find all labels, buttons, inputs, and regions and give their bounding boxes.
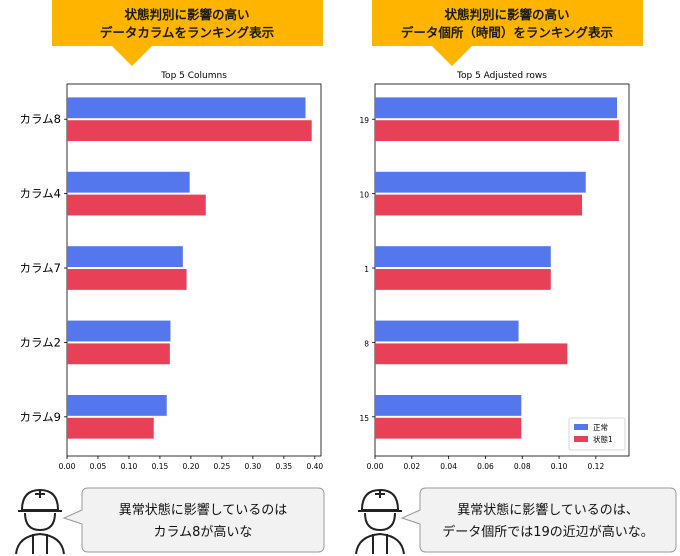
x-tick-label: 0.06	[477, 462, 494, 471]
callout-right: 状態判別に影響の高い データ個所（時間）をランキング表示	[372, 0, 643, 66]
category-label: 1	[364, 265, 369, 274]
bar-normal	[375, 320, 519, 342]
bar-abnormal	[67, 417, 154, 439]
chart-top5-columns: Top 5 Columns 0.00 0.05 0.10 0.15 0.20 0.25 0.3…	[20, 71, 324, 471]
bar-abnormal	[375, 120, 619, 142]
bar-abnormal	[375, 417, 522, 439]
bubble-left-line1: 異常状態に影響しているのは	[119, 502, 288, 518]
x-tick-label: 0.30	[245, 462, 262, 471]
bar-normal	[67, 246, 183, 268]
x-tick-label: 0.15	[152, 462, 169, 471]
callout-left-line2: データカラムをランキング表示	[100, 25, 275, 40]
speech-bubble	[400, 487, 677, 553]
x-tick-label: 0.12	[588, 462, 605, 471]
category-label: 10	[359, 191, 369, 200]
bar-abnormal	[67, 343, 170, 365]
category-label: カラム9	[20, 410, 61, 424]
bar-normal	[67, 171, 190, 193]
bar-normal	[67, 97, 306, 119]
bar-abnormal	[375, 194, 583, 216]
bubble-right-line1: 異常状態に影響しているのは、	[457, 502, 639, 518]
category-label: カラム8	[20, 112, 61, 126]
worker-icon	[355, 488, 405, 555]
x-tick-label: 0.00	[367, 462, 384, 471]
x-tick-label: 0.40	[306, 462, 323, 471]
bar-normal	[67, 320, 171, 342]
x-tick-label: 0.10	[551, 462, 568, 471]
bubble-left-line2: カラム8が高いな	[154, 524, 253, 540]
x-tick-label: 0.02	[403, 462, 420, 471]
callout-right-line2: データ個所（時間）をランキング表示	[401, 25, 614, 40]
legend-label: 正常	[593, 423, 608, 432]
category-label: カラム7	[20, 261, 61, 275]
bar-normal	[67, 394, 167, 416]
x-tick-label: 0.04	[440, 462, 457, 471]
x-tick-label: 0.25	[214, 462, 231, 471]
callout-left-line1: 状態判別に影響の高い	[124, 7, 249, 22]
bar-abnormal	[375, 269, 551, 290]
category-label: カラム2	[20, 335, 61, 349]
bar-abnormal	[67, 120, 312, 142]
bubble-area-left: 異常状態に影響しているのは カラム8が高いな	[15, 487, 325, 555]
worker-icon	[15, 488, 65, 555]
bar-normal	[375, 246, 551, 268]
legend-swatch	[574, 436, 588, 442]
bubble-right-line2: データ個所では19の近辺が高いな。	[442, 524, 654, 540]
x-tick-label: 0.00	[59, 462, 76, 471]
x-tick-label: 0.08	[514, 462, 531, 471]
bar-normal	[375, 97, 618, 119]
bar-normal	[375, 171, 586, 193]
bar-abnormal	[375, 343, 568, 365]
callout-shape	[372, 0, 643, 66]
callout-right-line1: 状態判別に影響の高い	[444, 7, 569, 22]
category-label: カラム4	[20, 187, 61, 201]
callout-shape	[52, 0, 323, 66]
speech-bubble	[62, 487, 325, 553]
bubble-area-right: 異常状態に影響しているのは、 データ個所では19の近辺が高いな。	[355, 487, 677, 555]
chart-top5-adjusted-rows: Top 5 Adjusted rows 0.00 0.02 0.04 0.06 0.08 0…	[359, 71, 630, 471]
category-label: 8	[364, 339, 369, 348]
x-tick-label: 0.10	[121, 462, 138, 471]
bar-abnormal	[67, 194, 206, 216]
bar-normal	[375, 394, 522, 416]
category-label: 19	[359, 116, 369, 125]
chart-title: Top 5 Adjusted rows	[456, 71, 547, 81]
legend-label: 状態1	[593, 434, 613, 444]
callout-left: 状態判別に影響の高い データカラムをランキング表示	[52, 0, 323, 66]
legend-swatch	[574, 424, 588, 430]
chart-title: Top 5 Columns	[160, 71, 227, 81]
bar-abnormal	[67, 269, 187, 290]
x-tick-label: 0.35	[275, 462, 292, 471]
x-tick-label: 0.20	[183, 462, 200, 471]
x-tick-label: 0.05	[90, 462, 107, 471]
category-label: 15	[359, 414, 369, 423]
